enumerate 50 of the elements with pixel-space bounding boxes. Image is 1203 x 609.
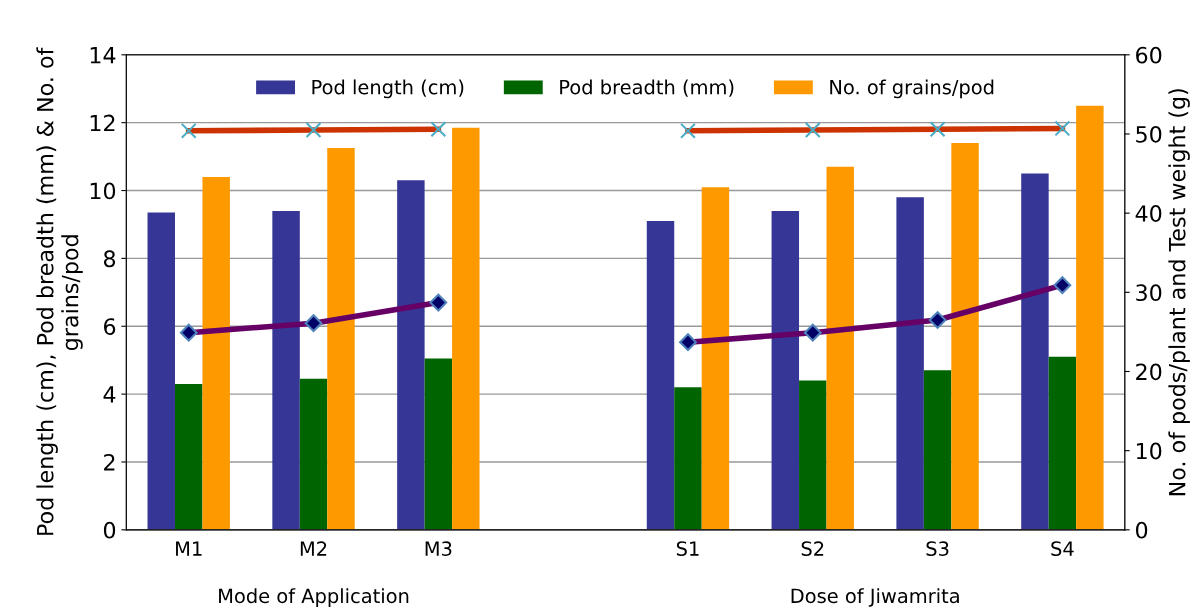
y2-tick-label: 0 — [1135, 521, 1148, 539]
y2-tick-label: 20 — [1136, 363, 1162, 381]
y2-tick-label: 10 — [1136, 442, 1162, 460]
text: Mode of Application — [219, 588, 409, 607]
x-tick-label: S2 — [801, 541, 824, 556]
y-tick-label: 4 — [103, 386, 116, 403]
x-tick-label: M1 — [176, 541, 202, 556]
y-tick-label: 14 — [90, 47, 116, 64]
y-tick-label: 8 — [103, 250, 116, 268]
y-tick-label: 2 — [104, 453, 115, 471]
bar — [771, 210, 800, 530]
bar — [327, 148, 355, 530]
x-tick-label: M2 — [300, 541, 327, 556]
y2-tick-label: 60 — [1136, 46, 1162, 64]
bar — [174, 383, 203, 530]
bar — [147, 212, 175, 530]
bar — [424, 358, 453, 530]
bar — [202, 176, 230, 530]
x-tick-label: S3 — [926, 541, 949, 556]
y2-axis-title: No. of pods/plant and Test weight (g) — [1168, 89, 1190, 496]
legend-label: No. of grains/pod — [830, 79, 994, 99]
y-tick-label: 0 — [103, 521, 116, 539]
x-tick-label: M3 — [425, 541, 452, 556]
legend-label: Pod length (cm) — [312, 79, 464, 99]
bar — [646, 221, 675, 530]
bar — [701, 187, 730, 530]
y-tick-label: 6 — [104, 318, 116, 336]
y2-tick-label: 30 — [1136, 284, 1162, 302]
bar — [397, 180, 425, 530]
bar — [452, 127, 480, 530]
y2-tick-label: 50 — [1136, 125, 1162, 143]
bar — [923, 370, 952, 530]
x-tick-label: S4 — [1051, 541, 1074, 556]
bar — [299, 378, 328, 530]
bar — [272, 210, 300, 530]
bar — [951, 143, 979, 530]
bar — [826, 166, 854, 530]
bar — [1021, 173, 1049, 530]
x-tick-label: S1 — [676, 541, 699, 556]
text: Dose of Jiwamrita — [791, 588, 959, 607]
bar — [1076, 105, 1104, 530]
y-axis-title: Pod length (cm), Pod breadth (mm) & No. of grains/pod — [36, 47, 83, 535]
bar — [674, 387, 702, 530]
y-tick-label: 12 — [90, 114, 115, 132]
y2-tick-label: 40 — [1135, 205, 1162, 222]
y-tick-label: 10 — [90, 182, 116, 200]
bar — [896, 197, 924, 530]
bar — [1048, 356, 1077, 530]
bar — [799, 380, 827, 530]
legend-label: Pod breadth (mm) — [560, 79, 734, 97]
